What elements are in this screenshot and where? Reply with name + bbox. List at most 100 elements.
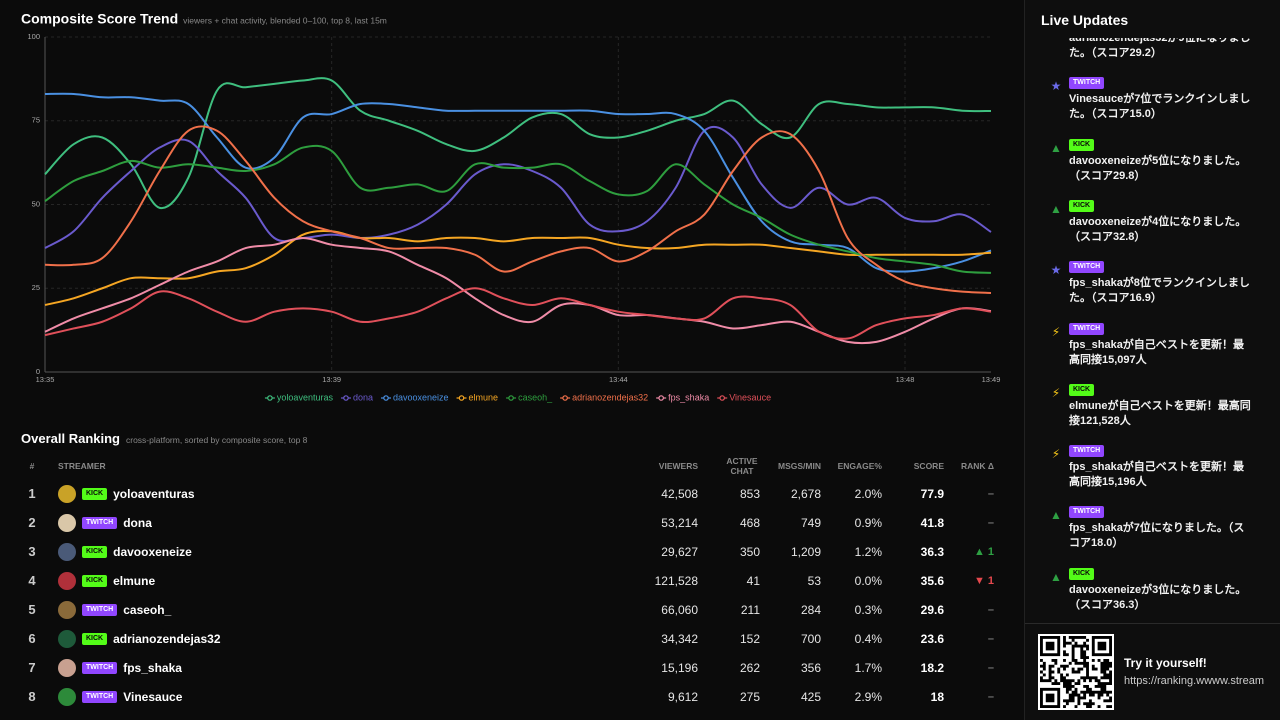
platform-badge: TWITCH [1069,77,1105,90]
streamer-cell: KICK yoloaventuras [58,479,195,508]
x-tick-label: 13:48 [896,375,915,384]
feed-text: Vinesauceが7位でランクインしました。（スコア15.0） [1069,93,1251,121]
feed-text: fps_shakaが自己ベストを更新！最高同接15,196人 [1069,461,1245,489]
feed-item: ▲ KICK davooxeneizeが5位になりました。（スコア29.8） [1025,138,1280,200]
platform-badge: TWITCH [1069,261,1105,274]
column-header: STREAMER [58,461,106,471]
feed-item: ⚡ KICK elmuneが自己ベストを更新！最高同接121,528人 [1025,383,1280,445]
feed-icon: ★ [1050,79,1062,94]
platform-badge: KICK [82,487,108,500]
streamer-name: fps_shaka [123,660,182,675]
y-tick-label: 75 [32,116,40,125]
feed-icon: ⚡ [1051,447,1061,462]
viewers-cell: 15,196 [661,660,698,675]
live-updates-panel: Live Updates adrianozendejas32が9位になりました。… [1024,0,1280,720]
y-tick-label: 0 [36,367,40,376]
platform-badge: KICK [1069,138,1095,151]
platform-badge: KICK [1069,567,1095,580]
platform-badge: KICK [82,574,108,587]
rank-number: 4 [28,573,36,588]
x-tick-label: 13:35 [36,375,55,384]
streamer-cell: KICK elmune [58,566,155,595]
score-cell: 77.9 [920,486,944,501]
chart-subtitle: viewers + chat activity, blended 0–100, … [183,15,387,25]
feed-item: adrianozendejas32が9位になりました。（スコア29.2） [1025,38,1280,77]
series-line [44,287,992,340]
avatar [58,600,76,619]
platform-badge: TWITCH [1069,322,1105,335]
viewers-cell: 34,342 [661,631,698,646]
rank-delta-cell: – [987,516,994,529]
rank-delta-cell: – [987,632,994,645]
score-cell: 18.2 [920,660,944,675]
score-cell: 41.8 [920,515,944,530]
feed-text: adrianozendejas32が9位になりました。（スコア29.2） [1069,38,1251,59]
rank-number: 2 [28,515,36,530]
x-tick-label: 13:44 [609,375,628,384]
streamer-name: adrianozendejas32 [113,631,221,646]
chart-title: Composite Score Trend [21,11,178,27]
column-header: VIEWERS [658,461,698,471]
score-cell: 36.3 [920,544,944,559]
avatar [58,658,76,677]
engage-cell: 0.4% [854,631,882,646]
engage-cell: 0.3% [854,602,882,617]
series-line [44,125,992,294]
score-cell: 18 [930,689,944,704]
engage-cell: 0.0% [854,573,882,588]
legend-label: yoloaventuras [277,392,334,402]
active-chat-cell: 275 [739,689,760,704]
platform-badge: TWITCH [1069,506,1105,519]
promo-title: Try it yourself! [1124,656,1207,670]
streamer-name: yoloaventuras [113,486,195,501]
engage-cell: 1.2% [854,544,882,559]
x-tick-label: 13:49 [982,375,1001,384]
feed-icon: ★ [1050,263,1062,278]
rank-delta-cell: ▼ 1 [973,574,994,587]
engage-cell: 0.9% [854,515,882,530]
feed-item: ⚡ TWITCH fps_shakaが自己ベストを更新！最高同接15,196人 [1025,445,1280,506]
y-tick-label: 100 [27,32,40,41]
live-updates-title: Live Updates [1041,12,1129,28]
y-tick-label: 25 [32,283,40,292]
active-chat-cell: 350 [739,544,760,559]
streamer-cell: TWITCH Vinesauce [58,682,182,711]
rank-number: 8 [28,689,36,704]
feed-item: ▲ KICK davooxeneizeが4位になりました。（スコア32.8） [1025,199,1280,261]
column-header: MSGS/MIN [778,461,821,471]
legend-label: adrianozendejas32 [572,392,648,402]
streamer-name: dona [123,515,152,530]
feed-icon: ⚡ [1051,385,1061,400]
viewers-cell: 42,508 [661,486,698,501]
legend-marker [658,395,664,401]
feed-item: ★ TWITCH fps_shakaが8位でランクインしました。（スコア16.9） [1025,261,1280,322]
chart: Composite Score Trend viewers + chat act… [21,11,1001,403]
engage-cell: 1.7% [854,660,882,675]
engage-cell: 2.9% [854,689,882,704]
rank-delta-cell: – [987,690,994,703]
streamer-cell: TWITCH fps_shaka [58,653,182,682]
avatar [58,542,76,561]
ranking-header: Overall Ranking cross-platform, sorted b… [21,431,307,446]
feed-text: davooxeneizeが5位になりました。（スコア29.8） [1069,154,1247,182]
active-chat-cell: 41 [746,573,760,588]
live-feed: adrianozendejas32が9位になりました。（スコア29.2） ★ TWI… [1025,38,1280,623]
streamer-name: Vinesauce [123,689,183,704]
platform-badge: TWITCH [82,516,118,529]
promo-url[interactable]: https://ranking.wwww.stream [1124,675,1264,687]
column-header: RANK Δ [960,461,994,471]
feed-item: ▲ TWITCH fps_shakaが7位になりました。（スコア18.0） [1025,506,1280,567]
avatar [58,629,76,648]
score-cell: 29.6 [920,602,944,617]
avatar [58,513,76,532]
legend-label: fps_shaka [668,392,709,402]
streamer-name: caseoh_ [123,602,172,617]
rank-delta-cell: ▲ 1 [973,545,994,558]
msgs-per-min-cell: 749 [800,515,821,530]
platform-badge: TWITCH [82,690,118,703]
ranking-subtitle: cross-platform, sorted by composite scor… [125,435,308,445]
msgs-per-min-cell: 284 [800,602,821,617]
feed-item: ⚡ TWITCH fps_shakaが自己ベストを更新！最高同接15,097人 [1025,322,1280,384]
engage-cell: 2.0% [854,486,882,501]
